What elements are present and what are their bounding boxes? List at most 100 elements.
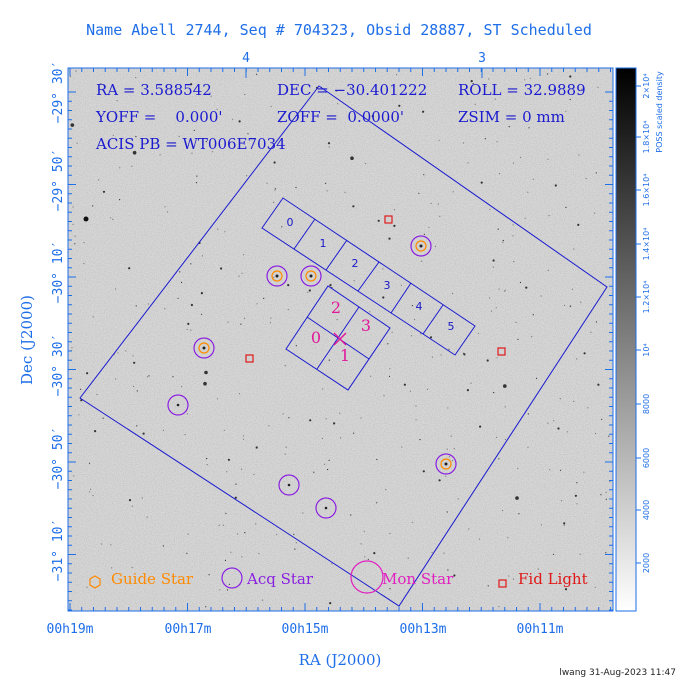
background-star [411,305,413,307]
background-star [256,303,258,305]
background-star [274,188,277,190]
background-star [532,178,534,180]
background-star [376,502,378,504]
guide-acq-stars [167,235,457,519]
background-star [565,206,567,208]
background-star [195,182,198,184]
background-star [74,243,76,245]
background-star [115,288,117,290]
background-star [100,83,102,85]
background-star [605,552,607,554]
background-star [256,73,258,75]
background-star [529,77,531,79]
background-star [287,284,290,287]
background-star [211,151,213,153]
background-star [440,354,442,356]
legend: Guide Star Acq Star Mon Star Fid Light [89,560,588,594]
background-star [595,321,598,323]
background-star [398,104,401,107]
background-star [507,537,509,539]
background-star [415,419,417,421]
background-star [328,359,330,361]
background-star [350,156,354,160]
plot-title: Name Abell 2744, Seq # 704323, Obsid 288… [86,21,592,39]
background-star [308,289,311,292]
background-star [387,343,389,345]
background-star [569,75,572,78]
background-star [605,491,607,493]
info-dec: DEC = −30.401222 [277,81,427,99]
background-star [74,235,76,237]
acis-s-divider [293,218,316,250]
background-star [353,432,355,434]
background-star [244,93,246,96]
background-star [373,552,376,555]
background-star [532,314,534,316]
background-star [234,496,237,499]
background-star [423,174,425,176]
background-star [159,154,161,156]
star-dots [176,244,448,510]
background-star [453,448,455,450]
acis-s-chip-label: 0 [287,216,294,229]
background-star [565,110,567,112]
background-star [447,407,449,409]
x-tick-label: 00h15m [282,622,329,637]
background-star [382,296,385,299]
acis-i-chip-label: 3 [361,316,371,335]
background-star [333,422,336,425]
background-star [186,552,188,554]
background-star [282,413,284,415]
background-star [216,108,218,110]
background-star [527,413,529,415]
background-star [508,126,510,128]
background-star [502,509,504,512]
background-star [172,376,174,378]
background-star [559,398,561,400]
background-star [90,488,92,490]
background-star [302,512,304,514]
background-star [261,599,264,601]
background-star [240,323,242,325]
background-star [472,83,474,85]
background-star [451,292,454,295]
background-star [204,370,208,375]
background-star [328,459,330,461]
background-star [208,574,210,576]
colorbar-label: 2000 [642,553,651,573]
background-star [235,483,237,485]
background-star [563,524,565,527]
background-star [396,74,398,76]
background-star [453,574,456,577]
background-star [524,217,526,219]
background-star [496,357,498,359]
background-star [566,431,569,433]
background-star [226,471,228,473]
background-star [227,321,229,323]
background-star [313,471,315,473]
background-star [470,80,473,83]
background-star [350,514,352,516]
background-star [403,383,406,386]
background-star [535,377,538,379]
background-star [72,223,74,225]
background-star [241,272,243,274]
background-star [136,425,138,427]
background-star [224,231,226,233]
background-star [549,469,551,471]
background-star [423,233,425,235]
top-axis-label-4: 4 [242,51,250,66]
acis-s-divider [325,239,348,271]
x-tick-label: 00h19m [47,622,94,637]
background-star [376,458,378,461]
background-star [102,417,104,419]
background-star [335,90,337,92]
background-star [365,163,367,165]
background-star [190,303,193,307]
background-star [110,544,112,546]
background-star [295,542,297,544]
background-star [238,275,240,277]
background-star [331,286,333,289]
background-star [326,190,328,192]
info-zoff: ZOFF = 0.0000' [277,108,404,126]
